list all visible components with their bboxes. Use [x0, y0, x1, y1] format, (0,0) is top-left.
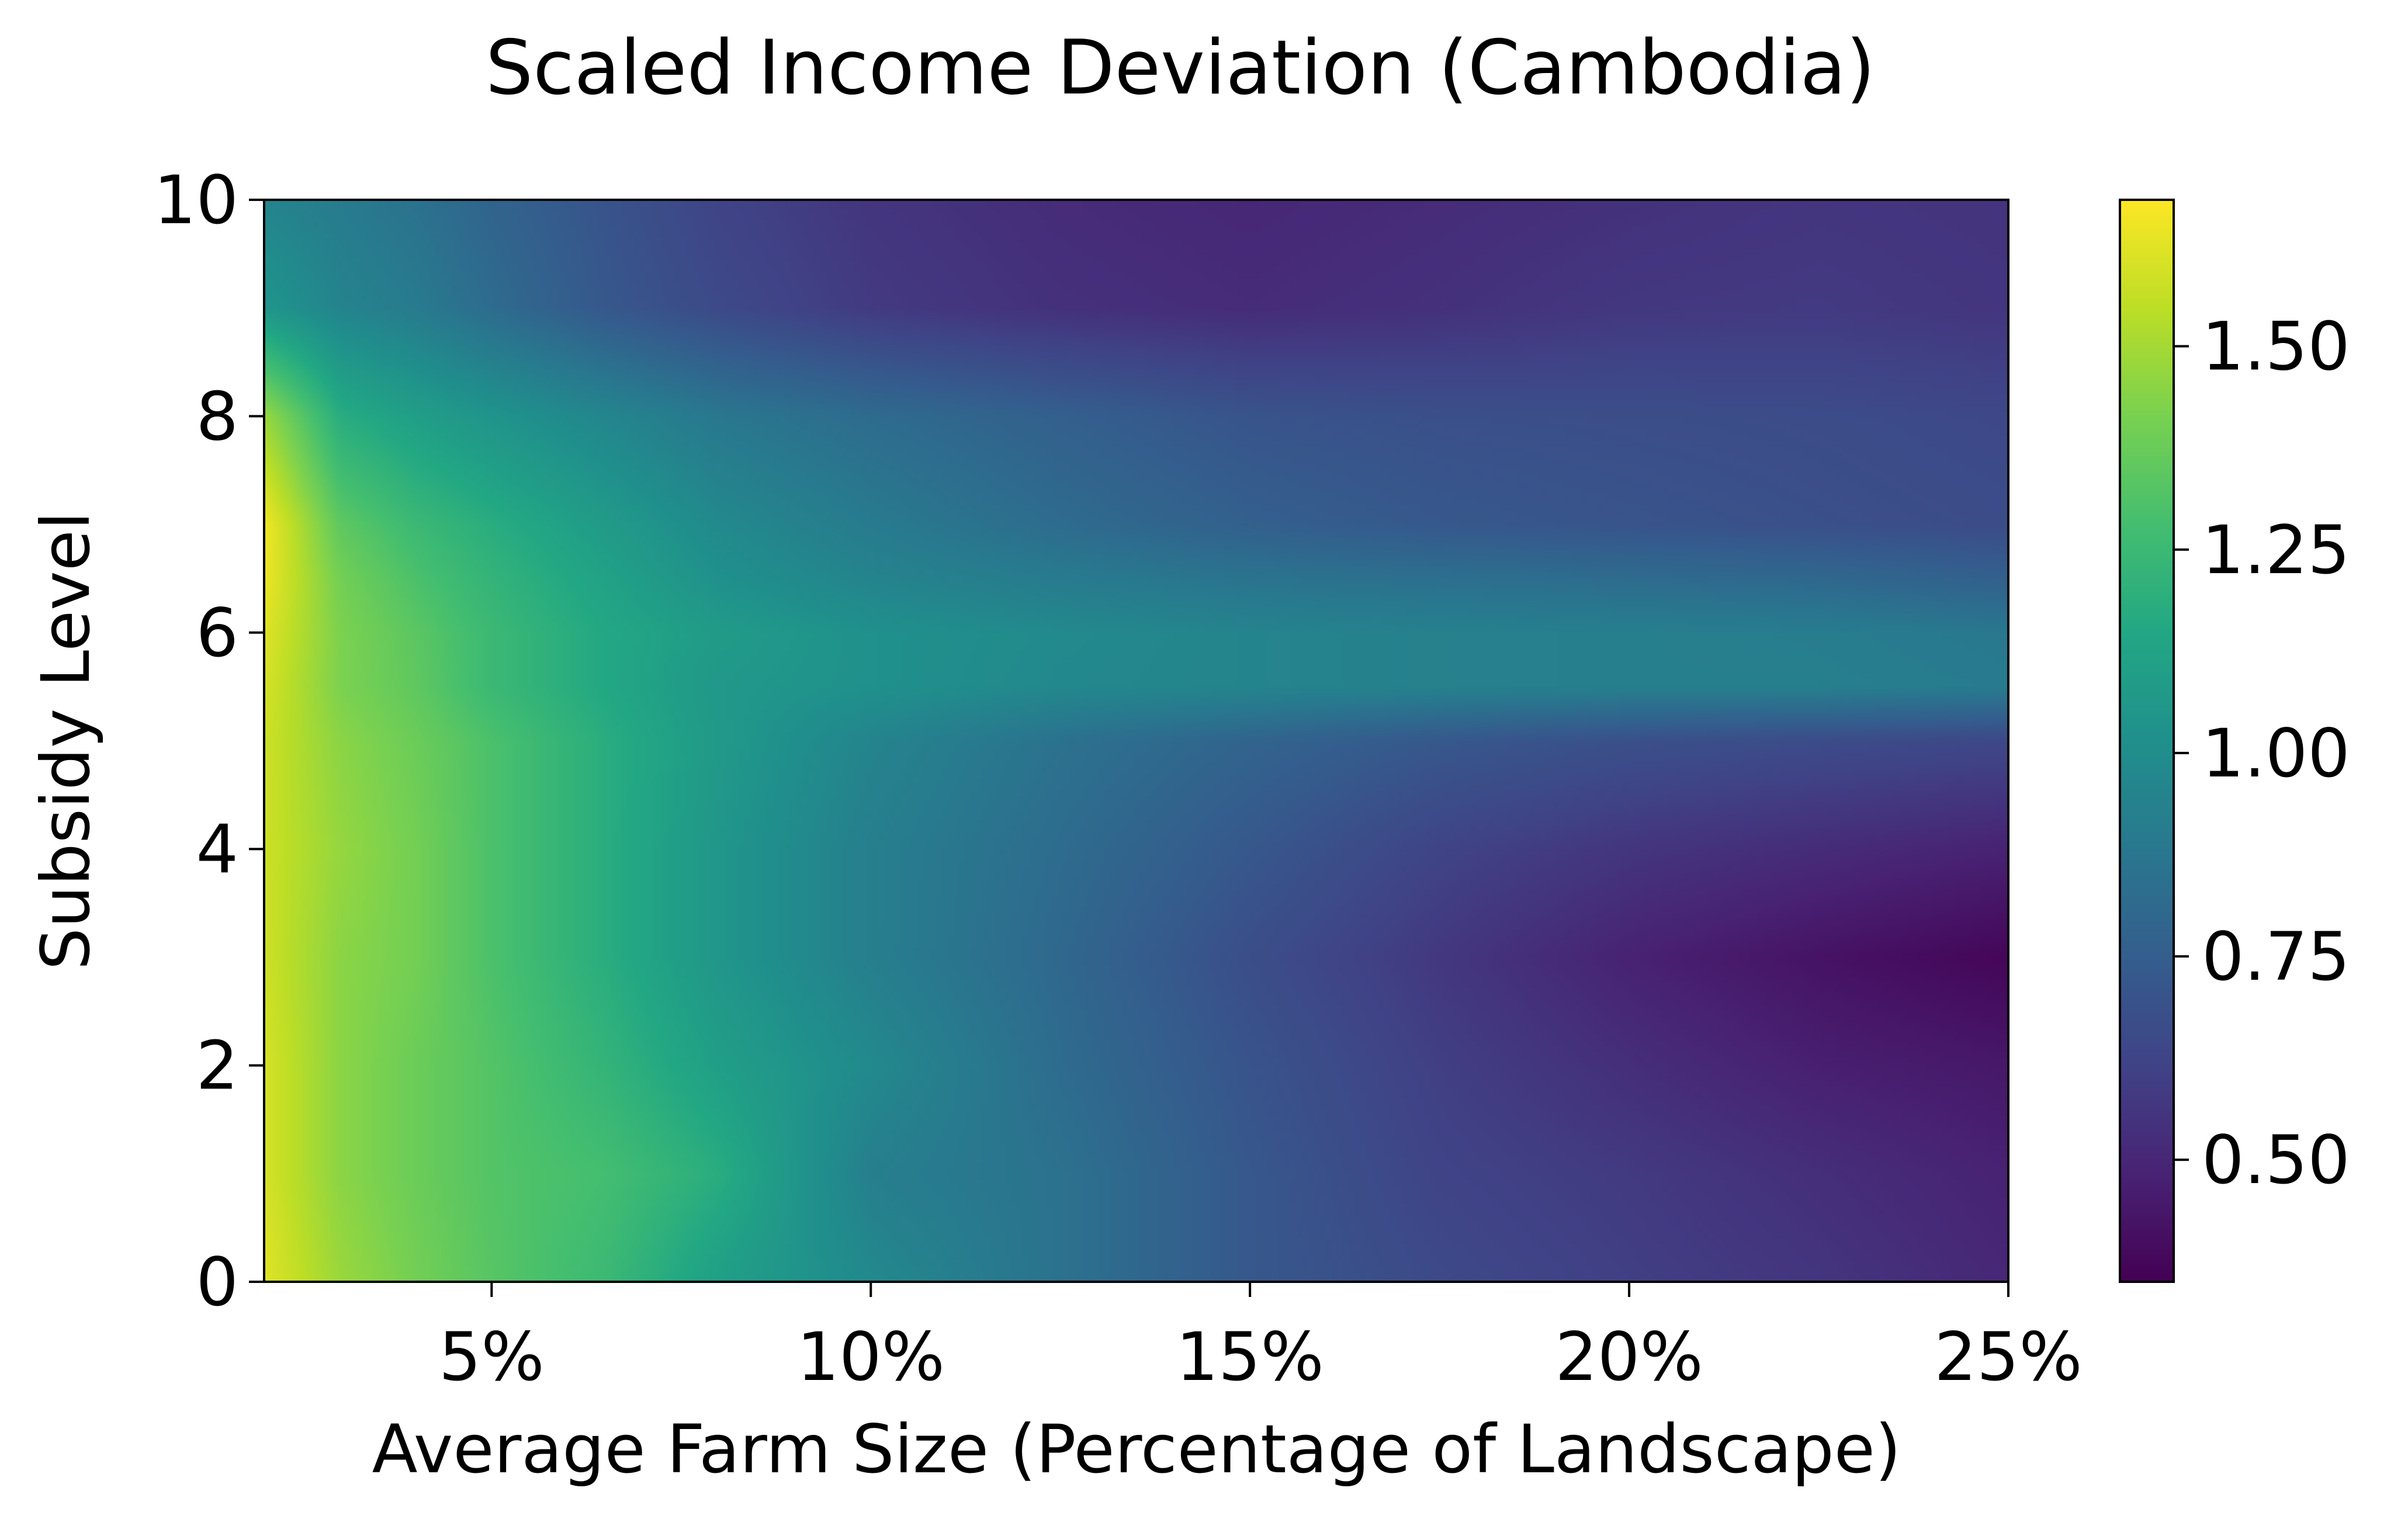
x-tick-label: 25% — [1934, 1318, 2082, 1396]
x-tick-label: 10% — [797, 1318, 945, 1396]
colorbar-tick-label: 0.75 — [2202, 918, 2350, 996]
colorbar-frame — [2119, 199, 2175, 1283]
x-tick-label: 5% — [439, 1318, 545, 1396]
y-tick-label: 4 — [196, 810, 238, 888]
colorbar-gradient — [2120, 200, 2174, 1282]
y-tick-label: 8 — [196, 377, 238, 455]
plot-frame — [263, 199, 2009, 1283]
chart-title: Scaled Income Deviation (Cambodia) — [486, 25, 1875, 112]
y-tick-label: 10 — [154, 161, 238, 239]
plot-area — [263, 199, 2009, 1283]
colorbar-tick-label: 1.25 — [2202, 511, 2350, 589]
y-axis-label: Subsidy Level — [27, 511, 105, 970]
y-tick-label: 6 — [196, 594, 238, 672]
x-axis-label: Average Farm Size (Percentage of Landsca… — [372, 1410, 1901, 1488]
x-tick-label: 20% — [1555, 1318, 1703, 1396]
colorbar-tick-label: 0.50 — [2202, 1121, 2350, 1199]
x-axis: 5% 10% 15% 20% 25% — [439, 1282, 2083, 1396]
colorbar-tick-label: 1.50 — [2202, 308, 2350, 386]
colorbar-tick-label: 1.00 — [2202, 715, 2350, 792]
heatmap-surface — [264, 200, 2008, 1282]
colorbar: 0.50 0.75 1.00 1.25 1.50 — [2119, 199, 2350, 1283]
colorbar-ticks: 0.50 0.75 1.00 1.25 1.50 — [2174, 308, 2350, 1199]
y-axis: 0 2 4 6 8 10 — [154, 161, 264, 1321]
y-tick-label: 2 — [196, 1027, 238, 1105]
y-tick-label: 0 — [196, 1243, 238, 1321]
x-tick-label: 15% — [1176, 1318, 1323, 1396]
